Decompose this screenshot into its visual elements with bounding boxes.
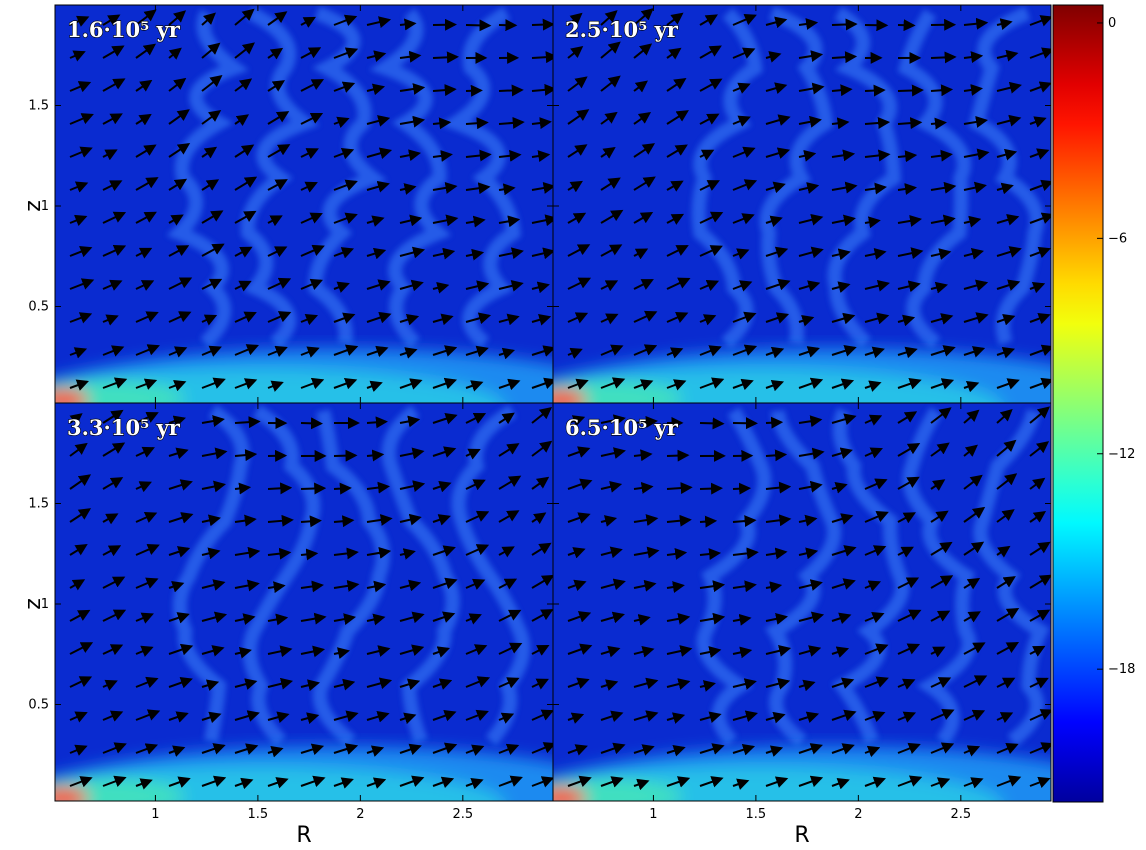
y-axis-label: z bbox=[21, 598, 46, 610]
figure: 1.6·10⁵ yr 0.5 1 1.5 z 2.5·10⁵ yr 3.3·10⁵ yr 1 1… bbox=[0, 0, 1146, 850]
x-axis-label: R bbox=[794, 823, 809, 848]
x-tick-label: 2.5 bbox=[452, 807, 473, 822]
x-tick-label: 2 bbox=[356, 807, 364, 822]
colorbar-tick-label: −12 bbox=[1108, 447, 1135, 462]
colorbar bbox=[1053, 5, 1103, 802]
x-tick-label: 2.5 bbox=[950, 807, 971, 822]
x-tick-label: 1.5 bbox=[746, 807, 767, 822]
x-tick-label: 1 bbox=[649, 807, 657, 822]
x-tick-label: 2 bbox=[854, 807, 862, 822]
panel: 6.5·10⁵ yr 1 1.5 2 2.5 bbox=[503, 403, 1146, 850]
colorbar-tick-label: −18 bbox=[1108, 662, 1135, 677]
colorbar-tick-label: 0 bbox=[1108, 16, 1116, 31]
y-tick-label: 0.5 bbox=[28, 698, 49, 713]
y-tick-label: 1.5 bbox=[28, 99, 49, 114]
panel-label: 3.3·10⁵ yr bbox=[67, 415, 181, 440]
panel-label: 1.6·10⁵ yr bbox=[67, 17, 181, 42]
x-tick-label: 1.5 bbox=[248, 807, 269, 822]
density-field bbox=[503, 403, 1146, 850]
y-axis-label: z bbox=[21, 200, 46, 212]
panel-label: 2.5·10⁵ yr bbox=[565, 17, 679, 42]
x-tick-label: 1 bbox=[151, 807, 159, 822]
panel-label: 6.5·10⁵ yr bbox=[565, 415, 679, 440]
y-tick-label: 1.5 bbox=[28, 497, 49, 512]
y-tick-label: 0.5 bbox=[28, 300, 49, 315]
colorbar-tick-label: −6 bbox=[1108, 231, 1127, 246]
x-axis-label: R bbox=[296, 823, 311, 848]
